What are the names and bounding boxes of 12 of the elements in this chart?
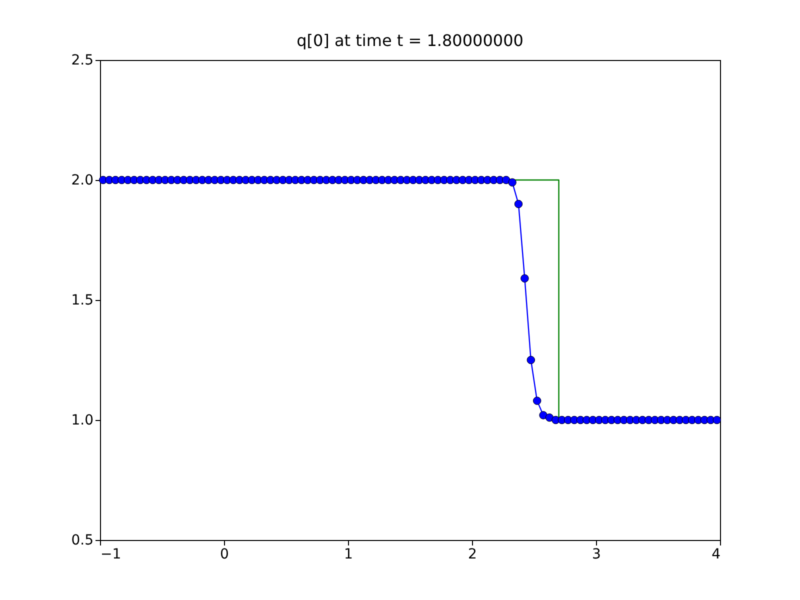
x-tick-label: 3 bbox=[592, 546, 601, 562]
y-tick-label: 0.5 bbox=[71, 532, 94, 548]
x-tick-label: 2 bbox=[468, 546, 477, 562]
x-tick-label: −1 bbox=[100, 546, 122, 562]
y-tick-label: 2.0 bbox=[71, 172, 94, 188]
x-tick-label: 4 bbox=[712, 546, 721, 562]
x-tick-label: 0 bbox=[220, 546, 229, 562]
x-tick-label: 1 bbox=[344, 546, 353, 562]
y-tick-label: 2.5 bbox=[71, 52, 94, 68]
chart-title: q[0] at time t = 1.80000000 bbox=[296, 31, 524, 50]
y-tick-label: 1.5 bbox=[71, 292, 94, 308]
y-tick-label: 1.0 bbox=[71, 412, 94, 428]
